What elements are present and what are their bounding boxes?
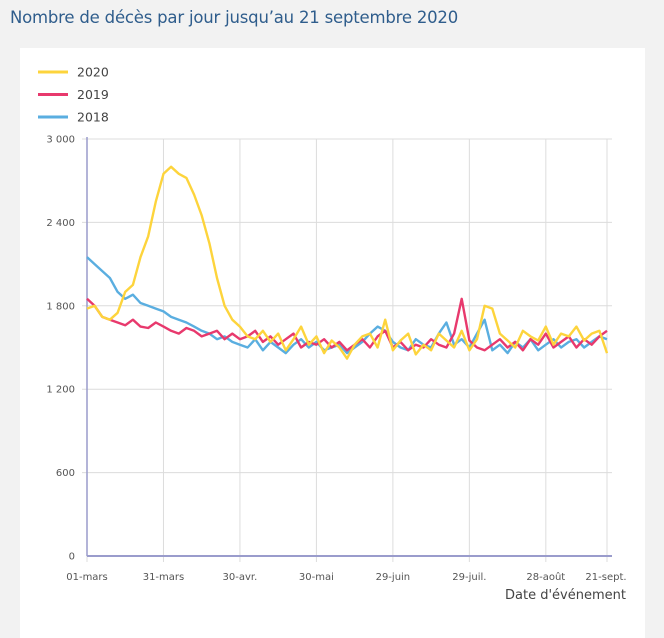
y-tick-label: 1 200	[46, 385, 75, 396]
x-tick-label: 01-mars	[66, 572, 108, 583]
x-tick-label: 28-août	[526, 571, 565, 583]
y-tick-label: 3 000	[46, 135, 75, 146]
series-line-2020	[86, 165, 609, 360]
legend-label-2019: 2019	[77, 87, 109, 102]
legend-label-2018: 2018	[77, 110, 109, 125]
x-tick-label: 29-juin	[376, 572, 411, 583]
y-tick-label: 0	[69, 552, 75, 563]
x-tick-label: 29-juil.	[452, 572, 486, 583]
legend-label-2020: 2020	[77, 65, 109, 80]
line-chart: 0 600 1 200 1 800 2 400 3 000 01-mars 31-mars 30…	[38, 65, 627, 603]
x-tick-label: 31-mars	[143, 572, 185, 583]
y-tick-label: 600	[56, 468, 75, 479]
x-tick-label: 30-avr.	[223, 572, 258, 583]
series-line-2018	[86, 256, 608, 355]
series-line-2019	[86, 297, 608, 352]
y-tick-label: 2 400	[46, 218, 75, 229]
x-axis-title: Date d'événement	[505, 588, 626, 603]
y-tick-label: 1 800	[46, 301, 75, 312]
chart-title: Nombre de décès par jour jusqu’au 21 sep…	[10, 8, 459, 27]
x-tick-label: 30-mai	[299, 572, 334, 583]
chart-card	[20, 48, 645, 638]
x-tick-label: 21-sept.	[585, 572, 626, 583]
